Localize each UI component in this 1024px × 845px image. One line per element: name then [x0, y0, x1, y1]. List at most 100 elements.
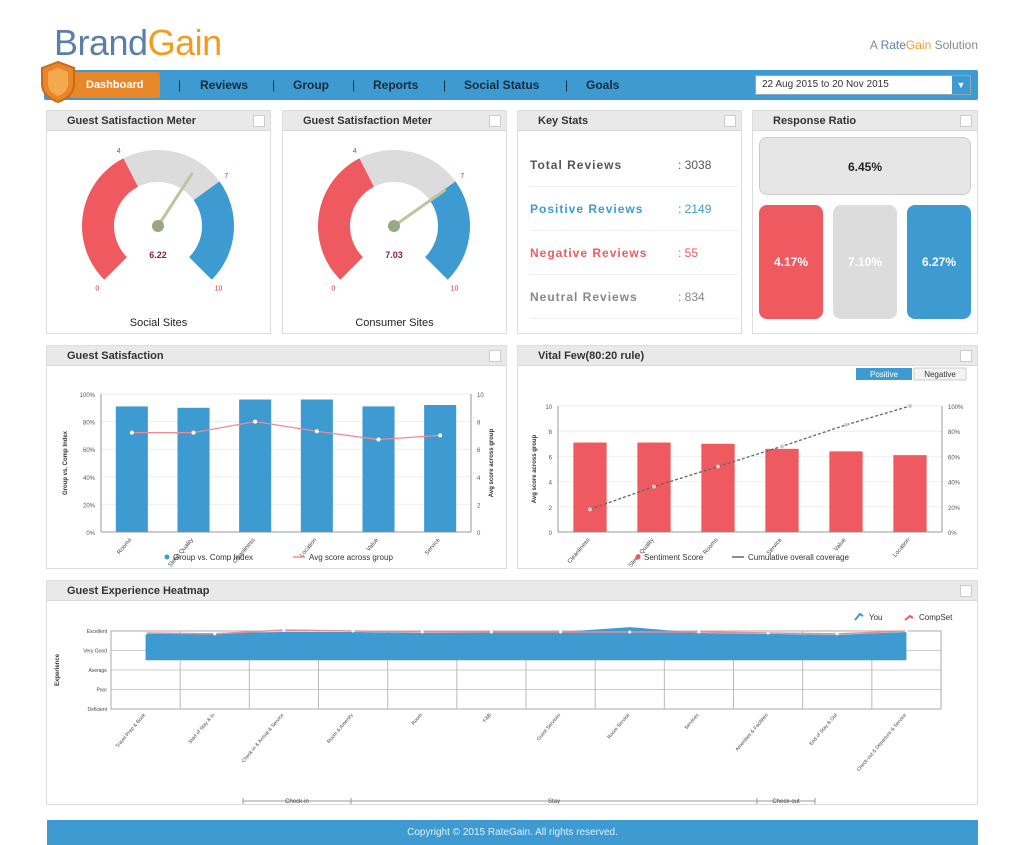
toggle-positive-label: Positive	[870, 370, 899, 379]
compset-point	[697, 630, 701, 634]
x-tick-label: Services	[684, 712, 701, 731]
gauge-tick-label: 7	[224, 173, 228, 180]
series-point	[844, 422, 848, 427]
guest-satisfaction-panel: Guest Satisfaction 0% 20% 40% 60% 80% 100% 0 2 4…	[46, 345, 507, 569]
key-stat-value: : 3038	[678, 158, 712, 172]
panel-menu-button[interactable]	[253, 115, 265, 127]
x-tick-label: Guest Services	[536, 712, 563, 742]
compset-line	[145, 629, 907, 635]
y2-tick-label: 6	[477, 448, 481, 454]
panel-title: Vital Few(80:20 rule)	[538, 350, 645, 362]
panel-title: Response Ratio	[773, 115, 857, 127]
y-tick-label: 80%	[83, 421, 96, 427]
gauge-tick-label: 4	[117, 148, 121, 155]
phase-label: Stay	[548, 799, 560, 804]
key-stat-value: : 2149	[678, 202, 712, 216]
gauge-needle	[392, 188, 447, 228]
key-stat-label: Neutral Reviews	[530, 290, 638, 304]
y-tick-label: Deficient	[88, 707, 108, 713]
y2-tick-label: 0	[477, 531, 481, 537]
panel-menu-button[interactable]	[489, 115, 501, 127]
panel-title: Guest Satisfaction Meter	[67, 115, 196, 127]
consumer-sites-gauge: 4 7 0 10 7.03	[318, 148, 470, 293]
chevron-down-icon[interactable]: ▼	[952, 76, 970, 94]
bar	[424, 405, 457, 532]
nav-goals[interactable]: Goals	[586, 78, 620, 92]
series-line	[131, 420, 441, 441]
legend-label: Avg score across group	[309, 553, 393, 562]
y2-tick-label: 8	[477, 421, 481, 427]
bar	[573, 442, 607, 532]
shield-icon	[41, 60, 75, 104]
nav-dashboard[interactable]: Dashboard	[70, 72, 160, 98]
compset-point	[420, 630, 424, 634]
y-tick-label: 0%	[86, 531, 95, 537]
x-tick-label: Room Service	[606, 712, 631, 740]
gauge-max-label: 10	[215, 286, 223, 293]
compset-point	[904, 629, 908, 633]
guest-experience-heatmap-panel: Guest Experience Heatmap Deficient Poor Av…	[46, 580, 978, 805]
y-tick-label: 2	[549, 506, 553, 512]
phase-label: Check-out	[772, 799, 800, 804]
key-stat-label: Negative Reviews	[530, 246, 648, 260]
series-point	[908, 404, 912, 408]
x-tick-label: Location	[892, 537, 911, 558]
gauge-low-segment	[318, 158, 375, 280]
bar	[765, 448, 799, 532]
legend-you-icon	[854, 612, 864, 621]
x-tick-label: F&B	[482, 712, 493, 724]
nav-social-status[interactable]: Social Status	[464, 78, 540, 92]
date-range-select[interactable]: 22 Aug 2015 to 20 Nov 2015 ▼	[755, 75, 971, 95]
series-line	[589, 405, 911, 510]
y2-tick-label: 2	[477, 503, 481, 509]
panel-menu-button[interactable]	[960, 350, 972, 362]
compset-point	[835, 632, 839, 636]
gauge-mid-segment	[359, 150, 456, 201]
bar	[893, 455, 927, 532]
x-tick-label: Value	[833, 537, 848, 553]
phase-label: Check-in	[285, 799, 309, 804]
x-tick-label: Check-in & Arrival & Service	[241, 712, 286, 764]
y2-tick-label: 60%	[948, 455, 961, 461]
legend-label: CompSet	[919, 613, 953, 622]
gauge-panel-consumer: Guest Satisfaction Meter 4 7 0 10 7.03 Consu…	[282, 110, 507, 334]
x-tick-label: Room & Amenity	[326, 712, 355, 745]
series-point	[780, 444, 784, 449]
gauge-mid-segment	[123, 150, 220, 201]
y2-tick-label: 4	[477, 476, 481, 482]
legend-label: Cumulative overall coverage	[748, 553, 849, 562]
x-tick-label: Cleanliness	[567, 537, 592, 565]
bar	[362, 406, 395, 532]
nav-reviews[interactable]: Reviews	[200, 78, 249, 92]
toggle-negative-button[interactable]	[913, 367, 967, 381]
panel-menu-button[interactable]	[960, 585, 972, 597]
y-tick-label: Poor	[96, 688, 107, 694]
key-stat-label: Total Reviews	[530, 158, 623, 172]
legend-marker	[635, 554, 641, 560]
x-tick-label: Start of Stay & In	[187, 712, 216, 745]
bar	[829, 451, 863, 532]
panel-title: Guest Satisfaction	[67, 350, 164, 362]
nav-group[interactable]: Group	[293, 78, 329, 92]
toggle-positive-button[interactable]	[856, 368, 912, 380]
gauge-needle-hub	[388, 220, 400, 232]
response-ratio-panel: Response Ratio 6.45% 4.17% 7.10% 6.27%	[752, 110, 978, 334]
series-point	[253, 419, 258, 424]
negative-response-ratio: 4.17%	[759, 205, 823, 319]
gauge-high-segment	[425, 181, 470, 280]
x-tick-label: End of Stay & Out	[808, 712, 839, 747]
panel-menu-button[interactable]	[960, 115, 972, 127]
y-axis-title: Experience	[55, 653, 61, 686]
bar	[115, 406, 148, 532]
gauge-high-segment	[189, 181, 234, 280]
series-point	[716, 464, 720, 469]
nav-reports[interactable]: Reports	[373, 78, 419, 92]
y2-tick-label: 100%	[948, 405, 964, 411]
guest-experience-heatmap-chart: Deficient Poor Average Very Good Excellent Tr…	[55, 612, 953, 805]
panel-menu-button[interactable]	[489, 350, 501, 362]
gauge-panel-social: Guest Satisfaction Meter 4 7 0 10 6.22 Socia…	[46, 110, 271, 334]
brandgain-logo[interactable]: BrandGain	[54, 22, 222, 63]
footer: Copyright © 2015 RateGain. All rights re…	[47, 820, 978, 845]
panel-menu-button[interactable]	[724, 115, 736, 127]
